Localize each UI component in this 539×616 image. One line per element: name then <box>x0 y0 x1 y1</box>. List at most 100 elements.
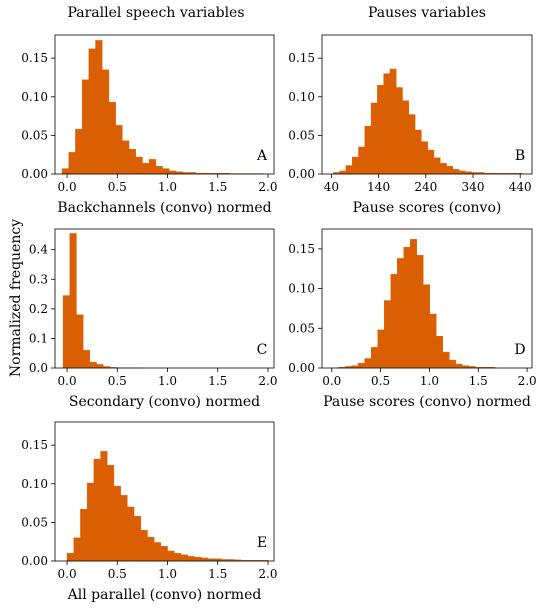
x-tick-label-b-0: 40 <box>324 180 339 194</box>
x-tick-label-e-0: 0.0 <box>58 567 77 581</box>
column-title-parallel: Parallel speech variables <box>67 5 244 21</box>
y-tick-label-e-3: 0.15 <box>21 438 48 452</box>
x-tick-label-b-2: 240 <box>414 180 437 194</box>
y-tick-label-d-3: 0.15 <box>288 242 315 256</box>
bar-b-12 <box>408 114 416 175</box>
bar-e-16 <box>174 553 182 562</box>
y-tick-label-a-3: 0.15 <box>21 51 48 65</box>
y-tick-label-c-1: 0.1 <box>29 331 48 345</box>
x-axis-label-c: Secondary (convo) normed <box>69 394 260 410</box>
bar-c-3 <box>82 350 91 369</box>
x-tick-label-a-0: 0.0 <box>58 180 77 194</box>
bar-c-4 <box>89 361 97 369</box>
bar-d-7 <box>384 300 391 369</box>
x-tick-label-c-1: 0.5 <box>108 374 127 388</box>
panel-label-b: B <box>515 148 525 164</box>
bar-a-7 <box>108 101 116 175</box>
panel-d: 0.0 0.5 1.0 1.5 2.0 0.00 0.05 0.10 0.15 Pause sco… <box>288 228 537 410</box>
bar-e-7 <box>113 485 121 562</box>
y-tick-label-a-2: 0.10 <box>21 90 48 104</box>
panel-b: 40 140 240 340 440 0.00 0.05 0.10 0.15 Pause scor… <box>288 34 533 216</box>
bar-a-9 <box>122 140 130 175</box>
bar-b-2 <box>345 165 353 175</box>
y-tick-label-c-4: 0.4 <box>29 243 48 257</box>
x-tick-label-a-4: 2.0 <box>258 180 277 194</box>
bar-b-8 <box>383 73 391 175</box>
bar-b-1 <box>339 170 347 175</box>
x-tick-label-c-0: 0.0 <box>58 374 77 388</box>
y-tick-label-b-1: 0.05 <box>288 128 315 142</box>
x-tick-label-b-3: 340 <box>462 180 485 194</box>
bar-e-15 <box>167 550 175 562</box>
bar-a-2 <box>75 129 83 175</box>
bar-b-16 <box>433 157 441 175</box>
bar-d-4 <box>364 358 372 369</box>
y-tick-label-b-3: 0.15 <box>288 51 315 65</box>
x-tick-label-a-3: 1.5 <box>208 180 227 194</box>
y-tick-label-e-2: 0.10 <box>21 477 48 491</box>
bar-b-10 <box>396 87 403 175</box>
x-axis-label-b: Pause scores (convo) <box>353 200 502 216</box>
bar-b-5 <box>364 125 372 175</box>
bar-a-3 <box>81 79 90 175</box>
bar-a-0 <box>61 168 69 175</box>
bar-e-12 <box>147 536 155 562</box>
bar-a-12 <box>142 162 150 175</box>
bar-b-11 <box>402 100 410 175</box>
bar-d-17 <box>449 359 457 369</box>
bar-d-12 <box>416 255 424 369</box>
y-tick-label-d-2: 0.10 <box>288 282 315 296</box>
bar-e-17 <box>180 554 188 562</box>
bar-a-8 <box>115 125 123 175</box>
x-tick-label-d-2: 1.0 <box>420 374 439 388</box>
bar-d-13 <box>423 284 431 369</box>
x-axis-label-a: Backchannels (convo) normed <box>57 200 271 216</box>
bar-c-5 <box>96 364 104 369</box>
x-tick-label-e-3: 1.5 <box>208 567 227 581</box>
bar-a-1 <box>68 152 76 175</box>
bar-a-15 <box>162 168 170 175</box>
y-tick-label-d-1: 0.05 <box>288 321 315 335</box>
bar-e-5 <box>100 451 108 562</box>
x-tick-label-d-1: 0.5 <box>371 374 390 388</box>
bar-d-15 <box>436 336 444 369</box>
x-tick-label-d-0: 0.0 <box>322 374 341 388</box>
bar-b-6 <box>370 102 378 175</box>
y-tick-label-e-0: 0.00 <box>21 554 48 568</box>
bar-b-7 <box>377 84 384 175</box>
x-tick-label-a-1: 0.5 <box>108 180 127 194</box>
bar-b-9 <box>389 68 397 175</box>
bar-e-20 <box>200 557 208 562</box>
bar-b-13 <box>414 129 422 175</box>
bar-d-11 <box>410 239 417 369</box>
axes-frame-e <box>54 421 275 562</box>
panel-e: 0.0 0.5 1.0 1.5 2.0 0.00 0.05 0.10 0.15 All paral… <box>21 421 278 603</box>
bar-e-6 <box>107 465 115 562</box>
x-axis-label-e: All parallel (convo) normed <box>67 587 262 603</box>
bar-d-14 <box>429 313 437 369</box>
bar-d-9 <box>397 258 404 369</box>
bar-c-1 <box>69 233 77 369</box>
bar-c-0 <box>62 295 70 369</box>
x-tick-label-b-4: 440 <box>509 180 532 194</box>
bar-e-3 <box>86 482 95 562</box>
bar-a-16 <box>169 170 177 175</box>
bar-a-11 <box>135 156 143 175</box>
x-tick-label-c-2: 1.0 <box>158 374 177 388</box>
panel-label-e: E <box>257 535 267 551</box>
y-tick-label-c-3: 0.3 <box>29 272 48 286</box>
bar-e-0 <box>66 553 74 562</box>
x-tick-label-e-2: 1.0 <box>158 567 177 581</box>
bar-e-13 <box>153 542 162 562</box>
bar-e-10 <box>133 516 141 562</box>
bar-a-10 <box>128 149 136 175</box>
axes-frame-d <box>321 228 533 369</box>
axes-frame-c <box>54 228 275 369</box>
column-title-pauses: Pauses variables <box>368 5 486 21</box>
y-tick-label-d-0: 0.00 <box>288 361 315 375</box>
bar-c-2 <box>76 314 84 369</box>
bar-b-15 <box>427 149 435 175</box>
x-tick-label-c-4: 2.0 <box>258 374 277 388</box>
y-tick-label-a-0: 0.00 <box>21 167 48 181</box>
panel-label-d: D <box>514 342 525 358</box>
